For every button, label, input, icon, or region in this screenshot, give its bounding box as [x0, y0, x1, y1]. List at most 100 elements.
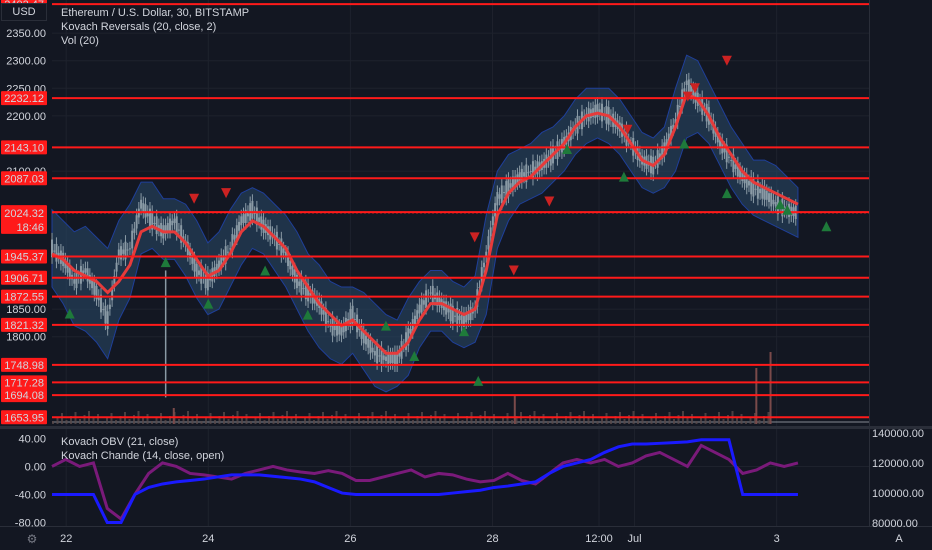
volume-bar: [466, 416, 468, 424]
volume-bar: [758, 420, 761, 424]
candle-body: [672, 124, 675, 130]
candle-body: [253, 213, 256, 215]
candle-body: [115, 262, 118, 272]
volume-bar: [83, 415, 86, 424]
indicator-volume-label[interactable]: Vol (20): [61, 35, 99, 47]
volume-bar: [497, 421, 500, 424]
indicator-reversals-label[interactable]: Kovach Reversals (20, close, 2): [61, 21, 217, 33]
candle-body: [387, 352, 390, 366]
candle-body: [730, 160, 733, 162]
price-labels: 2402.472232.122143.102087.032025.651945.…: [1, 0, 47, 425]
candle-body: [678, 105, 681, 107]
volume-bar: [164, 420, 167, 424]
time-tick-label: 26: [344, 533, 356, 545]
lower-right-tick-label: 140000.00: [872, 428, 924, 440]
volume-bar: [605, 413, 608, 424]
candle-body: [353, 319, 356, 321]
volume-bar: [407, 413, 410, 424]
volume-bar: [110, 413, 113, 424]
level-label-text: 1694.08: [4, 390, 44, 402]
volume-bar: [709, 420, 711, 424]
volume-bar: [443, 414, 446, 424]
gear-icon[interactable]: ⚙: [26, 532, 38, 546]
candle-body: [93, 281, 96, 295]
candle-body: [333, 325, 336, 331]
candle-body: [260, 216, 263, 230]
symbol-title[interactable]: Ethereum / U.S. Dollar, 30, BITSTAMP: [61, 7, 250, 19]
volume-bar: [659, 420, 662, 424]
buy-marker: [821, 221, 832, 232]
candle-body: [465, 313, 468, 323]
volume-bar: [142, 418, 144, 424]
candle-body: [240, 216, 243, 226]
volume-bar: [551, 417, 554, 424]
buy-marker: [160, 257, 171, 268]
candle-body: [413, 315, 416, 325]
candle-body: [338, 325, 341, 335]
candle-body: [716, 133, 719, 143]
indicator-chande-label[interactable]: Kovach Chande (14, close, open): [61, 450, 225, 462]
main-legend: Ethereum / U.S. Dollar, 30, BITSTAMP Kov…: [61, 6, 249, 48]
candle-body: [289, 260, 292, 270]
volume-bar: [727, 415, 729, 424]
candle-body: [287, 252, 290, 267]
candle-body: [169, 218, 172, 232]
candle-body: [349, 309, 352, 327]
buy-marker: [459, 326, 470, 337]
candle-body: [396, 352, 399, 366]
candle-body: [750, 176, 753, 195]
candle-body: [534, 166, 537, 172]
candle-body: [95, 285, 98, 300]
candle-body: [405, 332, 408, 350]
volume-bar: [295, 414, 297, 424]
volume-bar: [218, 416, 221, 424]
volume-bar: [502, 417, 504, 424]
candle-body: [120, 246, 123, 260]
level-label-text: 2143.10: [4, 142, 44, 154]
candle-body: [732, 154, 735, 173]
volume-spike: [513, 396, 516, 424]
candle-body: [487, 236, 490, 250]
candle-body: [99, 294, 102, 313]
candle-body: [520, 168, 523, 183]
auto-scale-button[interactable]: A: [895, 533, 903, 545]
volume-bar: [362, 420, 365, 424]
level-label-box: [1, 91, 47, 106]
countdown-text: 18:46: [16, 222, 44, 234]
candle-body: [596, 103, 599, 118]
candle-body: [531, 161, 534, 179]
candle-body: [166, 222, 169, 232]
candle-body: [153, 222, 156, 224]
volume-bar: [367, 416, 369, 424]
candle-body: [507, 178, 510, 197]
indicator-obv-label[interactable]: Kovach OBV (21, close): [61, 436, 179, 448]
candle-body: [157, 225, 160, 230]
candle-body: [108, 304, 111, 310]
candle-body: [429, 292, 432, 294]
volume-bar: [151, 421, 153, 424]
candle-body: [124, 241, 127, 260]
volume-bar: [344, 414, 347, 424]
buy-marker: [679, 138, 690, 149]
level-label-box: [1, 140, 47, 155]
candle-body: [177, 229, 180, 231]
candle-body: [529, 171, 532, 173]
volume-bar: [461, 420, 464, 424]
candle-body: [687, 79, 690, 93]
candle-body: [451, 305, 454, 324]
level-label-box: [1, 410, 47, 425]
lower-right-tick-label: 100000.00: [872, 488, 924, 500]
volume-bar: [245, 414, 248, 424]
candle-body: [420, 299, 423, 313]
candle-body: [503, 192, 506, 194]
candle-body: [131, 230, 134, 249]
candle-body: [126, 249, 129, 251]
candle-body: [382, 355, 385, 360]
candle-body: [55, 243, 58, 262]
currency-button[interactable]: USD: [1, 3, 47, 21]
candle-body: [104, 305, 107, 324]
candle-body: [342, 323, 345, 333]
volume-bar: [565, 416, 567, 424]
